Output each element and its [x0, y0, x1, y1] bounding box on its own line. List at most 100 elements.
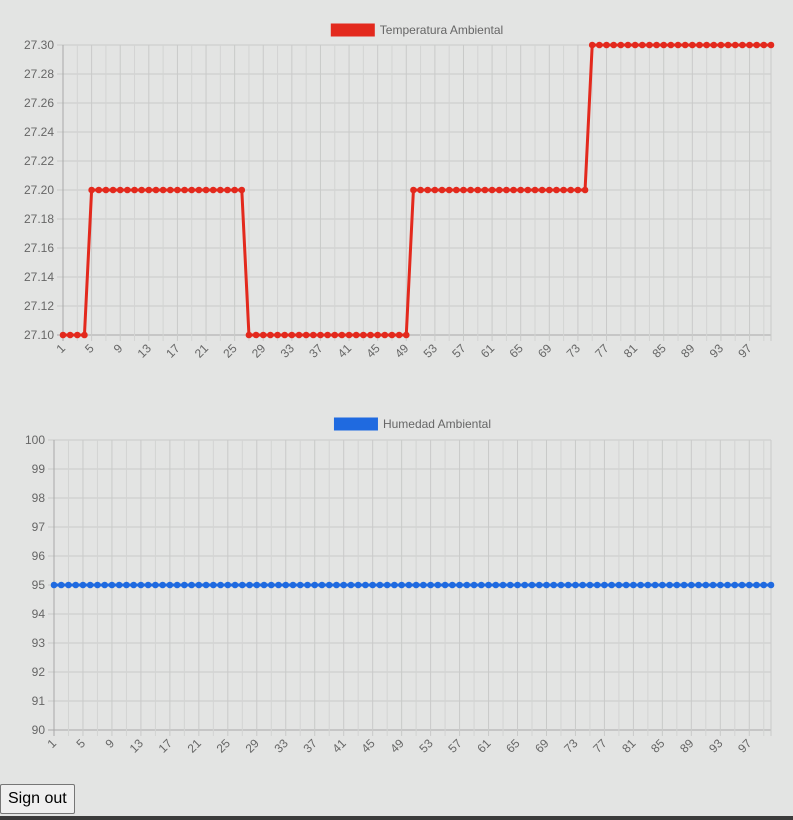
temperature-data-point[interactable] [481, 186, 489, 194]
humidity-data-point[interactable] [311, 581, 319, 589]
humidity-data-point[interactable] [333, 581, 340, 589]
humidity-data-point[interactable] [275, 581, 282, 589]
humidity-data-point[interactable] [463, 581, 471, 589]
temperature-data-point[interactable] [424, 186, 432, 194]
humidity-data-point[interactable] [412, 581, 420, 589]
temperature-data-point[interactable] [281, 331, 288, 339]
humidity-data-point[interactable] [485, 581, 492, 589]
temperature-data-point[interactable] [574, 186, 582, 194]
temperature-data-point[interactable] [753, 41, 760, 49]
humidity-data-point[interactable] [325, 581, 333, 589]
temperature-legend-label[interactable]: Temperatura Ambiental [380, 23, 503, 37]
humidity-data-point[interactable] [535, 581, 543, 589]
temperature-data-point[interactable] [209, 186, 217, 194]
temperature-data-point[interactable] [138, 186, 145, 194]
temperature-data-point[interactable] [467, 186, 474, 194]
temperature-data-point[interactable] [331, 331, 339, 339]
temperature-data-point[interactable] [310, 331, 317, 339]
temperature-data-point[interactable] [317, 331, 324, 339]
temperature-data-point[interactable] [145, 186, 153, 194]
temperature-data-point[interactable] [767, 41, 775, 49]
humidity-data-point[interactable] [246, 581, 253, 589]
humidity-data-point[interactable] [564, 581, 572, 589]
temperature-data-point[interactable] [667, 41, 675, 49]
humidity-data-point[interactable] [369, 581, 376, 589]
temperature-data-point[interactable] [746, 41, 753, 49]
humidity-data-point[interactable] [123, 581, 130, 589]
humidity-data-point[interactable] [731, 581, 739, 589]
temperature-data-point[interactable] [302, 331, 310, 339]
temperature-data-point[interactable] [224, 186, 231, 194]
temperature-data-point[interactable] [674, 41, 682, 49]
humidity-data-point[interactable] [224, 581, 232, 589]
humidity-data-point[interactable] [282, 581, 290, 589]
humidity-data-point[interactable] [195, 581, 203, 589]
humidity-data-point[interactable] [637, 581, 644, 589]
temperature-data-point[interactable] [731, 41, 739, 49]
humidity-data-point[interactable] [159, 581, 166, 589]
humidity-legend-swatch[interactable] [333, 417, 378, 431]
humidity-data-point[interactable] [644, 581, 652, 589]
temperature-data-point[interactable] [760, 41, 768, 49]
temperature-data-point[interactable] [646, 41, 653, 49]
humidity-data-point[interactable] [398, 581, 405, 589]
temperature-data-point[interactable] [653, 41, 660, 49]
humidity-data-point[interactable] [521, 581, 529, 589]
humidity-data-point[interactable] [579, 581, 586, 589]
humidity-data-point[interactable] [289, 581, 297, 589]
temperature-data-point[interactable] [259, 331, 267, 339]
temperature-data-point[interactable] [438, 186, 446, 194]
humidity-data-point[interactable] [57, 581, 65, 589]
humidity-data-point[interactable] [470, 581, 478, 589]
temperature-data-point[interactable] [567, 186, 575, 194]
humidity-data-point[interactable] [622, 581, 630, 589]
temperature-data-point[interactable] [395, 331, 403, 339]
humidity-data-point[interactable] [688, 581, 695, 589]
temperature-data-point[interactable] [739, 41, 746, 49]
humidity-data-point[interactable] [709, 581, 717, 589]
temperature-data-point[interactable] [360, 331, 367, 339]
humidity-data-point[interactable] [601, 581, 608, 589]
humidity-data-point[interactable] [753, 581, 760, 589]
temperature-data-point[interactable] [517, 186, 524, 194]
temperature-data-point[interactable] [474, 186, 482, 194]
humidity-data-point[interactable] [86, 581, 94, 589]
temperature-data-point[interactable] [546, 186, 553, 194]
temperature-data-point[interactable] [453, 186, 460, 194]
temperature-data-point[interactable] [631, 41, 639, 49]
humidity-data-point[interactable] [405, 581, 413, 589]
humidity-data-point[interactable] [724, 581, 731, 589]
humidity-legend-label[interactable]: Humedad Ambiental [383, 417, 491, 431]
humidity-data-point[interactable] [217, 581, 224, 589]
humidity-data-point[interactable] [702, 581, 710, 589]
temperature-data-point[interactable] [560, 186, 567, 194]
humidity-data-point[interactable] [166, 581, 174, 589]
temperature-data-point[interactable] [660, 41, 668, 49]
temperature-data-point[interactable] [724, 41, 732, 49]
temperature-data-point[interactable] [410, 186, 417, 194]
temperature-data-point[interactable] [245, 331, 253, 339]
humidity-data-point[interactable] [557, 581, 565, 589]
temperature-data-point[interactable] [124, 186, 131, 194]
temperature-data-point[interactable] [231, 186, 238, 194]
humidity-data-point[interactable] [115, 581, 123, 589]
humidity-data-point[interactable] [651, 581, 659, 589]
humidity-data-point[interactable] [586, 581, 594, 589]
humidity-data-point[interactable] [50, 581, 58, 589]
temperature-data-point[interactable] [681, 41, 689, 49]
temperature-data-point[interactable] [503, 186, 510, 194]
humidity-data-point[interactable] [231, 581, 239, 589]
humidity-data-point[interactable] [514, 581, 521, 589]
temperature-data-point[interactable] [624, 41, 632, 49]
temperature-data-point[interactable] [152, 186, 160, 194]
temperature-data-point[interactable] [274, 331, 281, 339]
humidity-data-point[interactable] [108, 581, 116, 589]
temperature-data-point[interactable] [367, 331, 374, 339]
humidity-data-point[interactable] [239, 581, 246, 589]
temperature-data-point[interactable] [181, 186, 188, 194]
humidity-data-point[interactable] [434, 581, 442, 589]
humidity-data-point[interactable] [210, 581, 217, 589]
humidity-data-point[interactable] [267, 581, 275, 589]
humidity-data-point[interactable] [72, 581, 80, 589]
temperature-data-point[interactable] [102, 186, 110, 194]
